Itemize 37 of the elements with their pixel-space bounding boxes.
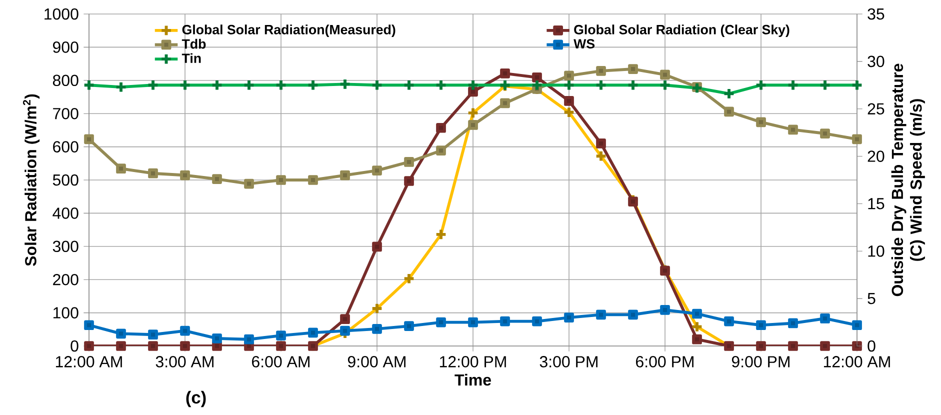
y2-tick-label: 0 bbox=[868, 340, 876, 352]
x-tick-label: 6:00 PM bbox=[636, 356, 694, 368]
y-tick-label: 700 bbox=[53, 108, 78, 120]
legend-label: WS bbox=[574, 39, 595, 49]
y2-tick-label: 20 bbox=[868, 150, 884, 162]
y-tick-label: 400 bbox=[52, 208, 78, 219]
x-tick-label: 3:00 AM bbox=[156, 356, 214, 368]
x-axis-title: Time bbox=[454, 374, 491, 386]
x-tick-label: 6:00 AM bbox=[252, 356, 310, 368]
y2-tick-label: 35 bbox=[868, 8, 884, 20]
y2-tick-label: 15 bbox=[868, 198, 884, 210]
y-tick-label: 300 bbox=[52, 240, 78, 252]
y-tick-label: 900 bbox=[53, 42, 78, 53]
y2-tick-label: 25 bbox=[868, 103, 884, 115]
y-tick-label: 0 bbox=[70, 340, 78, 352]
y-tick-label: 600 bbox=[53, 141, 78, 152]
y-axis-title: Solar Radiation (W/m$^{2}$) bbox=[22, 94, 40, 266]
y-tick-label: 500 bbox=[52, 174, 78, 186]
y2-tick-label: 5 bbox=[868, 292, 876, 304]
y2-tick-label: 30 bbox=[868, 56, 884, 68]
x-tick-label: 12:00 AM bbox=[56, 356, 122, 368]
y-tick-label: 200 bbox=[53, 274, 78, 286]
x-tick-label: 12:00 PM bbox=[440, 356, 506, 368]
legend-label: Global Solar Radiation(Measured) bbox=[182, 24, 396, 37]
x-tick-label: 3:00 PM bbox=[540, 356, 598, 368]
x-tick-label: 12:00 AM bbox=[824, 356, 890, 368]
y2-axis-title: Outside Dry Bulb Temperature (C) Wind Speed (m/s) bbox=[891, 64, 925, 296]
text: (c) bbox=[186, 390, 206, 408]
legend-label: Tin bbox=[182, 53, 201, 63]
y2-tick-label: 10 bbox=[868, 245, 884, 257]
x-tick-label: 9:00 PM bbox=[732, 356, 790, 368]
legend-label: Global Solar Radiation (Clear Sky) bbox=[574, 24, 790, 37]
y-tick-label: 800 bbox=[52, 74, 78, 86]
x-tick-label: 9:00 AM bbox=[348, 356, 406, 368]
y-tick-label: 1000 bbox=[44, 8, 78, 20]
y-tick-label: 100 bbox=[53, 307, 78, 318]
legend-label: Tdb bbox=[182, 38, 206, 49]
